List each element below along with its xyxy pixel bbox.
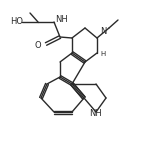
Text: O: O — [35, 42, 41, 51]
Text: NH: NH — [55, 15, 68, 24]
Text: N: N — [100, 27, 106, 36]
Text: NH: NH — [89, 110, 102, 118]
Text: H: H — [100, 51, 105, 57]
Text: HO: HO — [10, 18, 23, 27]
